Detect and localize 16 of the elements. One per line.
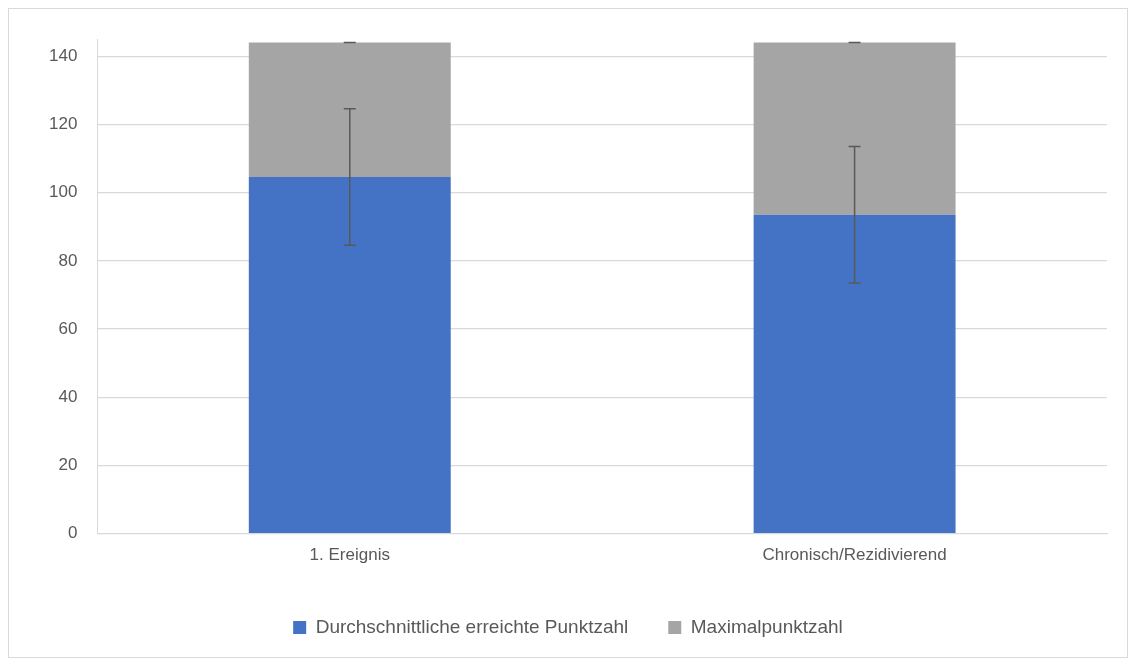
y-tick-label: 80 bbox=[58, 250, 78, 270]
y-tick-label: 140 bbox=[48, 45, 78, 65]
y-tick-label: 100 bbox=[48, 182, 78, 202]
bar bbox=[753, 214, 956, 533]
x-tick-label: 1. Ereignis bbox=[309, 545, 390, 565]
y-tick-label: 60 bbox=[58, 318, 78, 338]
bar bbox=[753, 42, 956, 215]
bar bbox=[248, 176, 451, 533]
y-tick-label: 40 bbox=[58, 386, 78, 406]
legend-label: Maximalpunktzahl bbox=[690, 615, 843, 637]
x-tick-label: Chronisch/Rezidivierend bbox=[762, 545, 947, 565]
y-tick-label: 20 bbox=[58, 455, 78, 475]
legend-label: Durchschnittliche erreichte Punktzahl bbox=[315, 615, 629, 637]
y-tick-label: 0 bbox=[67, 523, 78, 543]
y-tick-label: 120 bbox=[48, 114, 78, 134]
bar bbox=[248, 42, 451, 177]
